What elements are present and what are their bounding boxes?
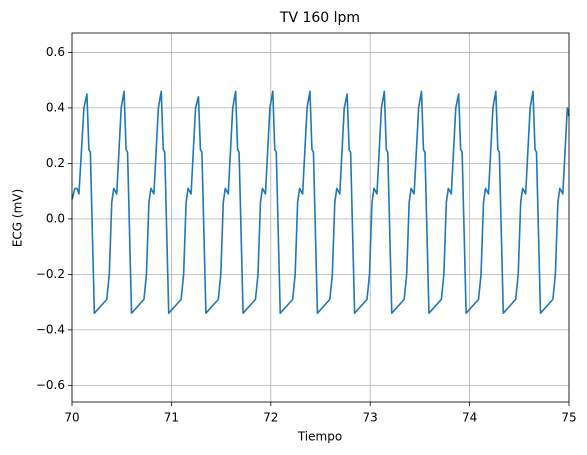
y-tick-label: 0.6: [46, 45, 65, 59]
y-tick-label: −0.6: [36, 378, 65, 392]
chart-title: TV 160 lpm: [279, 10, 360, 26]
y-tick-label: 0.0: [46, 211, 65, 225]
x-tick-label: 73: [363, 411, 378, 425]
y-tick-label: 0.2: [46, 156, 65, 170]
x-axis-label: Tiempo: [297, 430, 342, 444]
y-tick-label: 0.4: [46, 100, 65, 114]
ecg-line: [71, 90, 570, 315]
y-tick-label: −0.4: [36, 322, 65, 336]
x-tick-label: 70: [64, 411, 79, 425]
x-tick-label: 72: [263, 411, 278, 425]
y-axis-label: ECG (mV): [11, 189, 25, 247]
x-tick-label: 75: [561, 411, 576, 425]
x-tick-label: 74: [462, 411, 477, 425]
plot-frame: [71, 32, 570, 403]
y-tick-label: −0.2: [36, 267, 65, 281]
x-tick-label: 71: [164, 411, 179, 425]
